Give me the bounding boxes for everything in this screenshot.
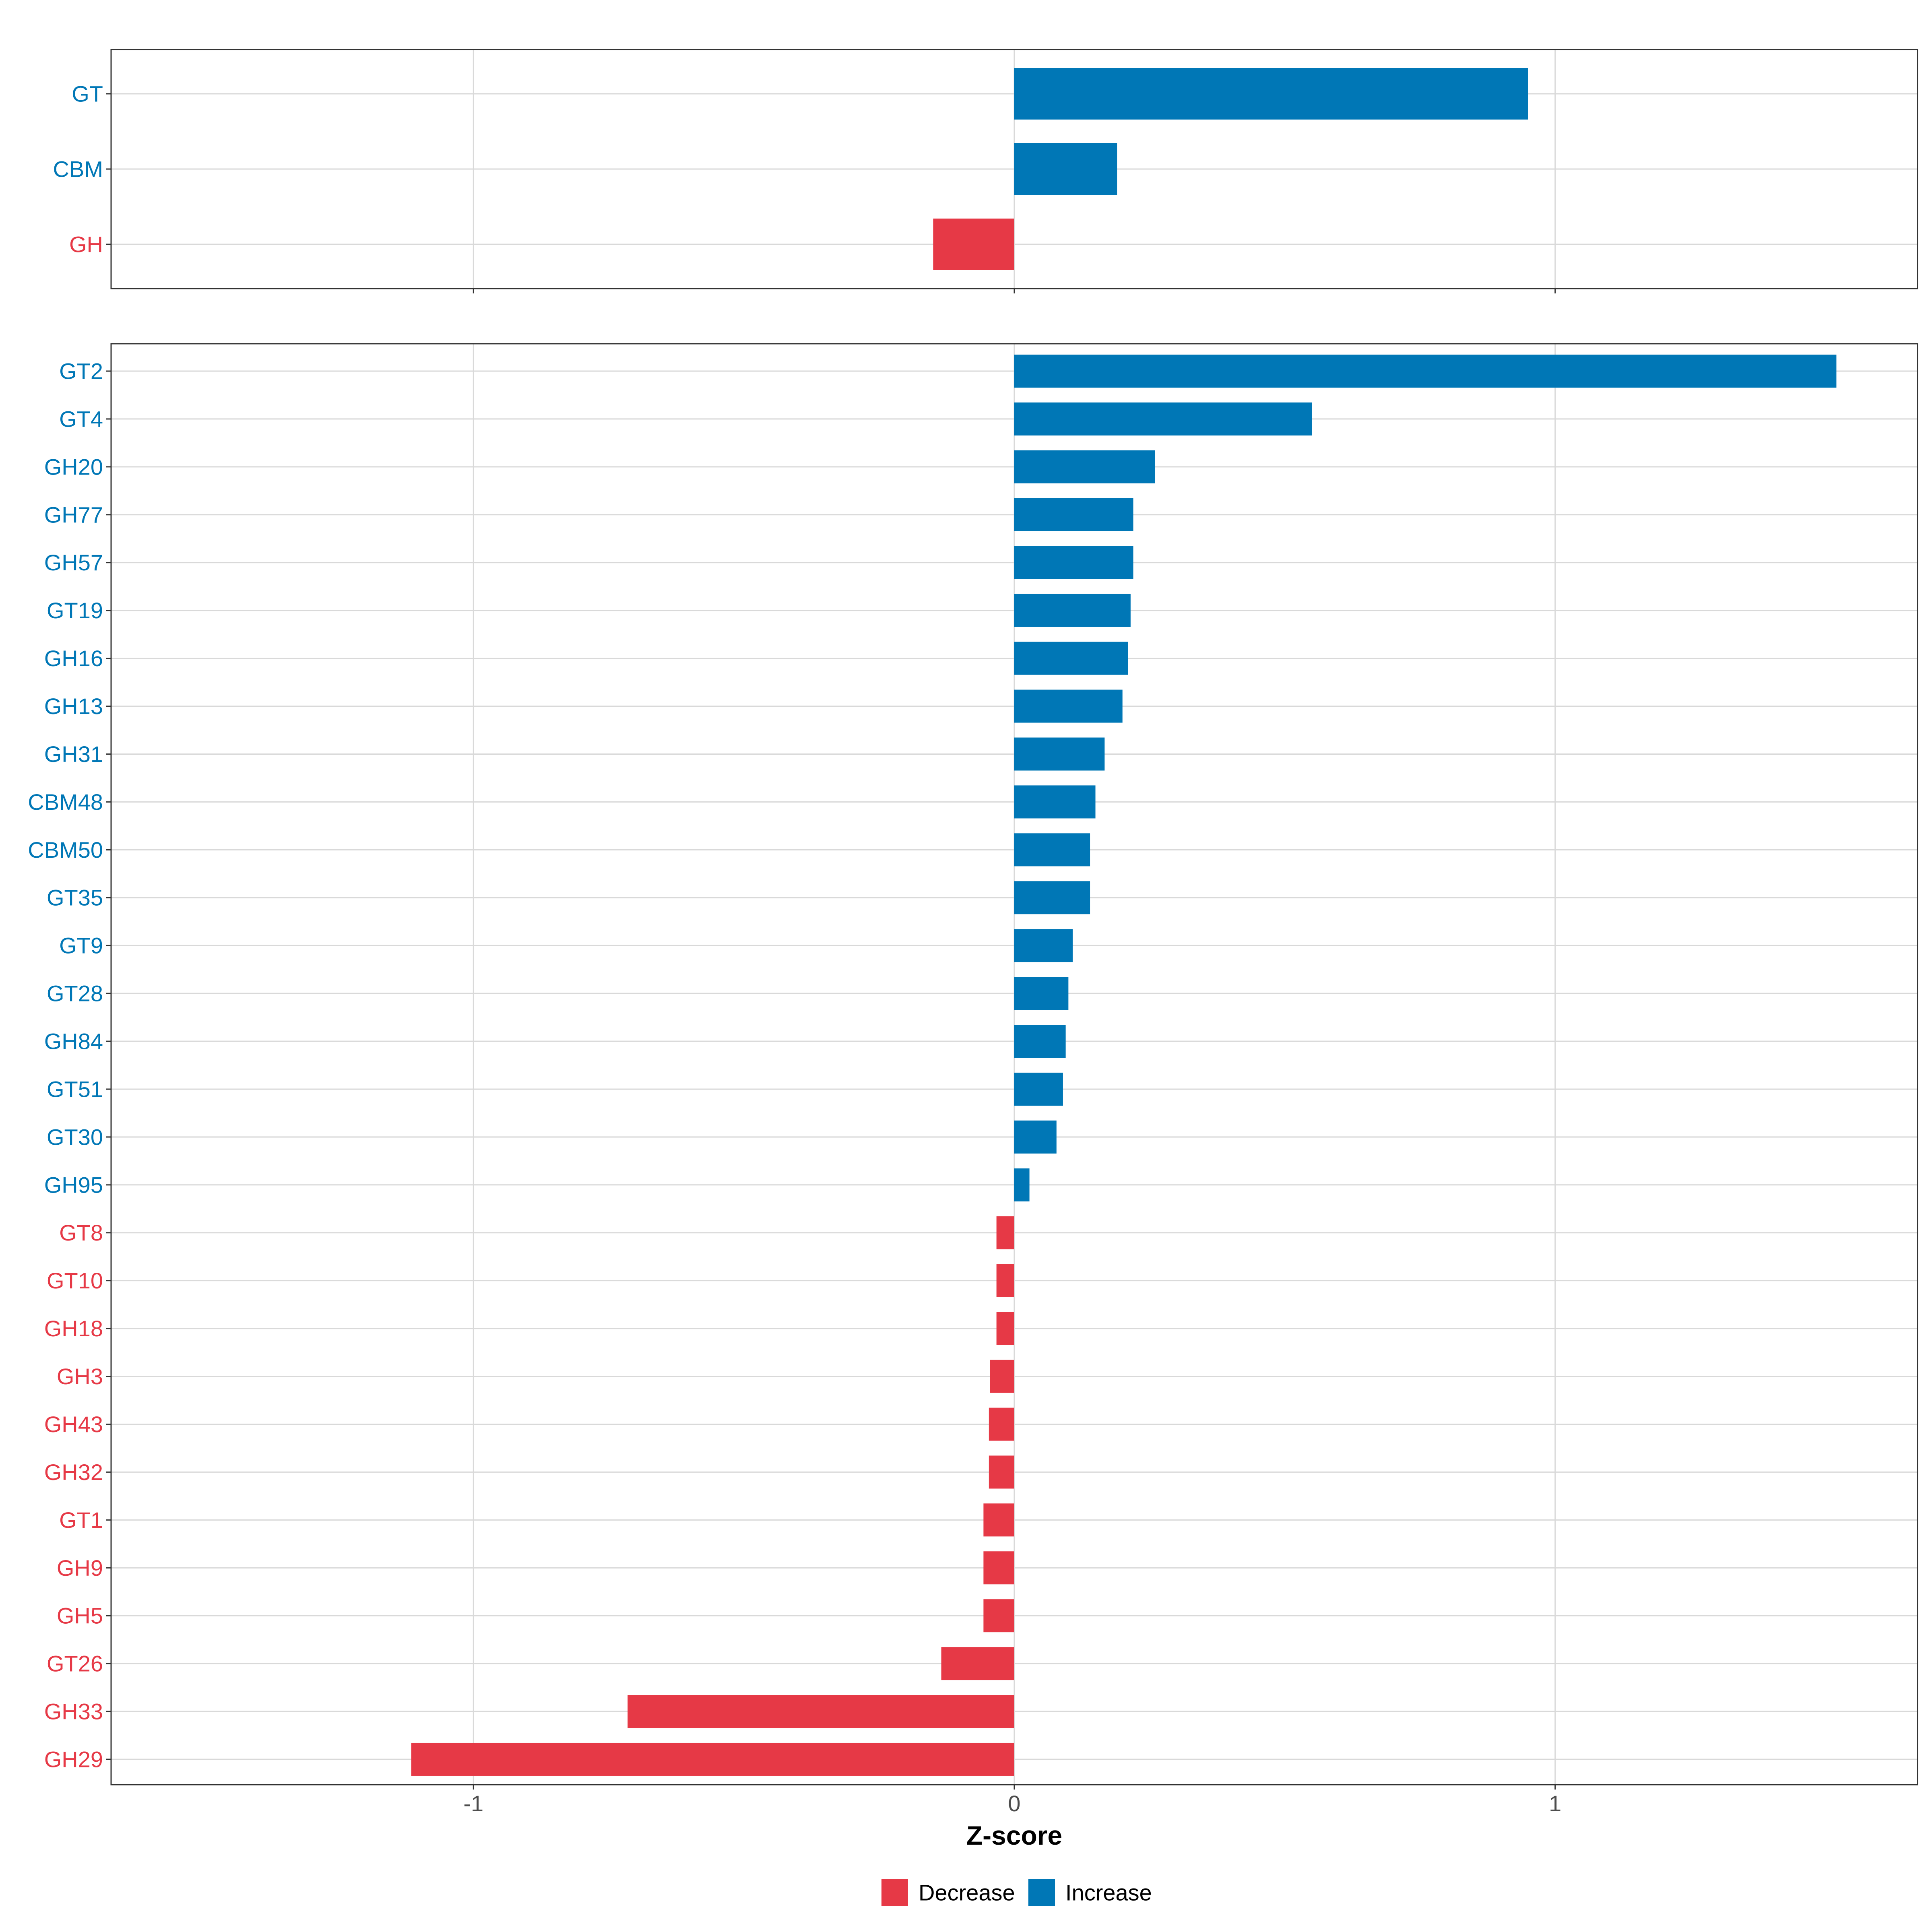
bar-gt35 bbox=[1014, 881, 1090, 914]
bar-gh20 bbox=[1014, 450, 1155, 483]
category-label-gt30: GT30 bbox=[47, 1124, 103, 1150]
category-label-gh57: GH57 bbox=[44, 550, 103, 575]
bar-gt30 bbox=[1014, 1120, 1057, 1154]
category-label-gt: GT bbox=[72, 81, 103, 107]
category-label-gt26: GT26 bbox=[47, 1651, 103, 1676]
legend-label-decrease: Decrease bbox=[919, 1880, 1015, 1905]
category-label-gh13: GH13 bbox=[44, 694, 103, 719]
category-label-gt2: GT2 bbox=[59, 359, 103, 384]
legend-swatch-decrease bbox=[881, 1879, 908, 1906]
bar-gh bbox=[933, 219, 1014, 270]
category-label-gh20: GH20 bbox=[44, 454, 103, 479]
class-panel: GT CBM GH bbox=[53, 49, 1918, 293]
bar-gh33 bbox=[627, 1695, 1014, 1728]
x-tick-label: 0 bbox=[1008, 1791, 1020, 1816]
category-label-gh16: GH16 bbox=[44, 646, 103, 671]
category-label-gh9: GH9 bbox=[57, 1555, 103, 1581]
legend-swatch-increase bbox=[1028, 1879, 1055, 1906]
x-tick-label: -1 bbox=[463, 1791, 483, 1816]
bar-gh43 bbox=[989, 1408, 1014, 1441]
category-label-cbm48: CBM48 bbox=[28, 789, 103, 815]
bar-gt51 bbox=[1014, 1072, 1063, 1106]
x-axis-title: Z-score bbox=[966, 1821, 1062, 1850]
bar-gh32 bbox=[989, 1455, 1014, 1489]
bar-gh57 bbox=[1014, 546, 1133, 579]
legend: Decrease Increase bbox=[881, 1879, 1152, 1906]
category-label-gt10: GT10 bbox=[47, 1268, 103, 1293]
category-label-gt4: GT4 bbox=[59, 406, 103, 431]
category-label-gt8: GT8 bbox=[59, 1220, 103, 1245]
bar-gt4 bbox=[1014, 402, 1312, 436]
bar-gt1 bbox=[983, 1503, 1014, 1537]
category-label-gh77: GH77 bbox=[44, 502, 103, 527]
bar-cbm50 bbox=[1014, 833, 1090, 867]
bar-gt19 bbox=[1014, 594, 1131, 627]
bar-gh3 bbox=[990, 1360, 1014, 1393]
bar-gt bbox=[1014, 68, 1528, 120]
category-label-gh31: GH31 bbox=[44, 741, 103, 767]
bar-gt10 bbox=[996, 1264, 1014, 1297]
category-label-gh: GH bbox=[69, 232, 103, 257]
x-axis: -1 0 1 bbox=[463, 1791, 1561, 1816]
bar-gh13 bbox=[1014, 689, 1123, 723]
bar-gh9 bbox=[983, 1551, 1014, 1585]
bar-gt28 bbox=[1014, 977, 1069, 1010]
category-label-gh32: GH32 bbox=[44, 1459, 103, 1485]
category-label-gh5: GH5 bbox=[57, 1603, 103, 1629]
category-label-gh3: GH3 bbox=[57, 1364, 103, 1389]
bar-gh16 bbox=[1014, 642, 1128, 675]
family-panel: GT2 GT4 GH20 GH77 GH57 GT19 GH16 GH13 GH31 CBM48 C… bbox=[28, 343, 1918, 1790]
bar-cbm48 bbox=[1014, 785, 1096, 819]
category-label-gh18: GH18 bbox=[44, 1316, 103, 1341]
bar-gh18 bbox=[996, 1312, 1014, 1345]
category-label-cbm: CBM bbox=[53, 157, 103, 182]
bar-gt26 bbox=[941, 1647, 1014, 1680]
bar-gh5 bbox=[983, 1599, 1014, 1633]
bar-gh29 bbox=[411, 1742, 1014, 1776]
category-label-gh95: GH95 bbox=[44, 1172, 103, 1197]
category-label-gh33: GH33 bbox=[44, 1699, 103, 1724]
category-label-gh29: GH29 bbox=[44, 1746, 103, 1772]
category-label-gt9: GT9 bbox=[59, 933, 103, 958]
bar-gh77 bbox=[1014, 498, 1133, 531]
legend-label-increase: Increase bbox=[1065, 1880, 1152, 1905]
category-label-gh84: GH84 bbox=[44, 1029, 103, 1054]
bar-gh31 bbox=[1014, 737, 1105, 771]
category-label-gt35: GT35 bbox=[47, 885, 103, 910]
category-label-cbm50: CBM50 bbox=[28, 837, 103, 863]
bar-cbm bbox=[1014, 143, 1117, 195]
category-label-gt51: GT51 bbox=[47, 1076, 103, 1102]
category-label-gh43: GH43 bbox=[44, 1412, 103, 1437]
category-label-gt28: GT28 bbox=[47, 981, 103, 1006]
bar-gt8 bbox=[996, 1216, 1014, 1249]
category-label-gt19: GT19 bbox=[47, 598, 103, 623]
x-tick-label: 1 bbox=[1549, 1791, 1561, 1816]
bar-gt2 bbox=[1014, 355, 1837, 388]
bar-gh84 bbox=[1014, 1025, 1066, 1058]
bar-gt9 bbox=[1014, 929, 1073, 962]
bar-gh95 bbox=[1014, 1168, 1030, 1201]
category-label-gt1: GT1 bbox=[59, 1507, 103, 1533]
